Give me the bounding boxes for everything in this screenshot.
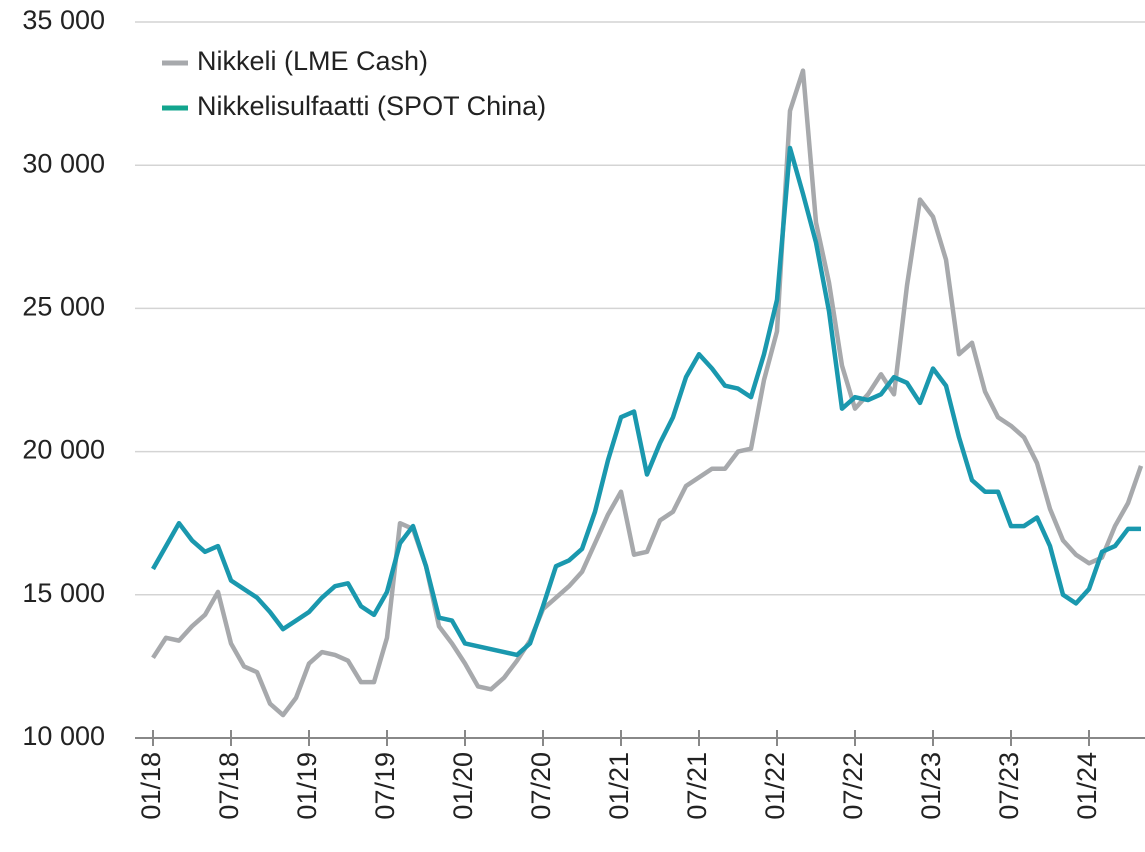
y-tick-label: 25 000 [22,292,105,322]
x-tick-label: 01/23 [916,752,946,820]
y-tick-label: 20 000 [22,435,105,465]
y-tick-label: 35 000 [22,5,105,35]
series-line [151,145,1141,658]
x-tick-label: 07/21 [682,752,712,820]
x-tick-label: 07/18 [214,752,244,820]
x-tick-label: 07/23 [994,752,1024,820]
y-tick-label: 15 000 [22,578,105,608]
x-tick-label: 01/21 [604,752,634,820]
legend-label: Nikkeli (LME Cash) [197,46,428,76]
legend-label: Nikkelisulfaatti (SPOT China) [197,91,546,121]
x-tick-label: 01/22 [760,752,790,820]
series-line [151,68,1144,718]
x-tick-label: 01/18 [136,752,166,820]
x-tick-label: 07/19 [370,752,400,820]
x-tick-label: 07/20 [526,752,556,820]
x-tick-label: 07/22 [838,752,868,820]
y-tick-label: 30 000 [22,148,105,178]
x-tick-label: 01/24 [1072,752,1102,820]
y-tick-label: 10 000 [22,721,105,751]
x-tick-label: 01/20 [448,752,478,820]
x-tick-label: 01/19 [292,752,322,820]
